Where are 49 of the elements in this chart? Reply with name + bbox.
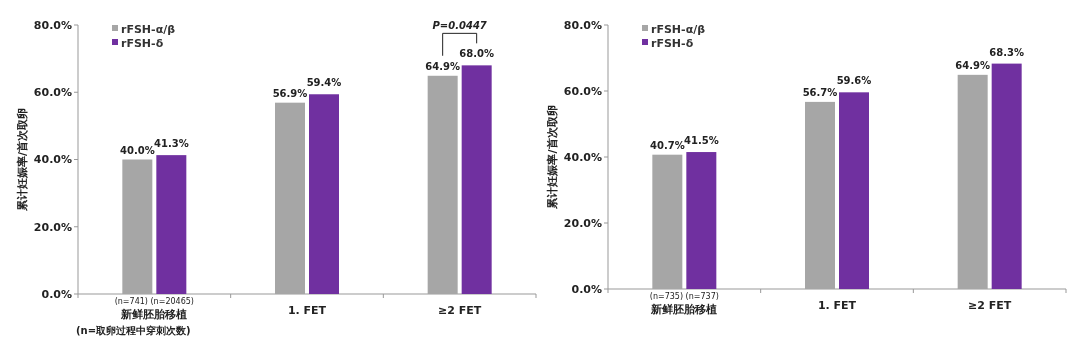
data-label: 68.0% (459, 48, 495, 60)
y-tick-label: 80.0% (33, 18, 72, 32)
x-tick-label: 新鲜胚胎移植 (120, 308, 188, 321)
text: (n=取卵过程中穿刺次数) (76, 325, 191, 336)
bar (122, 159, 153, 294)
annotation: P=0.0447 (432, 20, 487, 32)
y-tick-label: 60.0% (33, 86, 72, 100)
bar (309, 94, 339, 294)
legend-label: rFSH-δ (121, 36, 164, 50)
bar (275, 102, 305, 294)
bar (652, 154, 683, 289)
legend-label: rFSH-α/β (651, 22, 706, 36)
y-tick-label: 80.0% (563, 18, 602, 32)
text: (n=741) (n=20465) (114, 297, 194, 306)
bar (461, 65, 492, 294)
bar (156, 155, 187, 294)
y-tick-label: 0.0% (41, 287, 72, 301)
data-label: 40.7% (649, 139, 685, 151)
x-tick-label: 新鲜胚胎移植 (650, 303, 718, 316)
bar (957, 74, 988, 289)
x-tick-label: ≥2 FET (968, 299, 1012, 312)
bar (686, 152, 717, 289)
text: (n=735) (n=737) (649, 292, 719, 301)
bar (991, 63, 1022, 289)
data-label: 59.6% (836, 75, 872, 87)
data-label: 59.4% (306, 77, 342, 89)
y-tick-label: 20.0% (33, 220, 72, 234)
y-tick-label: 60.0% (563, 84, 602, 98)
y-axis-title: 累计妊娠率/首次取卵 (16, 107, 29, 213)
data-label: 68.3% (989, 46, 1025, 58)
data-label: 56.9% (272, 87, 308, 99)
bar (427, 75, 458, 294)
bar (805, 101, 835, 289)
y-tick-label: 40.0% (33, 153, 72, 167)
x-tick-label: 1. FET (287, 304, 327, 317)
data-label: 64.9% (425, 60, 461, 72)
x-tick-label: 1. FET (817, 299, 857, 312)
y-axis-title: 累计妊娠率/首次取卵 (546, 105, 559, 210)
data-label: 40.0% (119, 144, 155, 156)
y-tick-label: 0.0% (571, 282, 602, 296)
bar (839, 92, 869, 289)
data-label: 64.9% (955, 59, 991, 71)
data-label: 41.3% (153, 138, 189, 150)
legend-label: rFSH-α/β (121, 22, 176, 36)
legend-label: rFSH-δ (651, 36, 694, 50)
data-label: 56.7% (802, 86, 838, 98)
y-tick-label: 20.0% (563, 216, 602, 230)
x-tick-label: ≥2 FET (438, 304, 482, 317)
y-tick-label: 40.0% (563, 150, 602, 164)
